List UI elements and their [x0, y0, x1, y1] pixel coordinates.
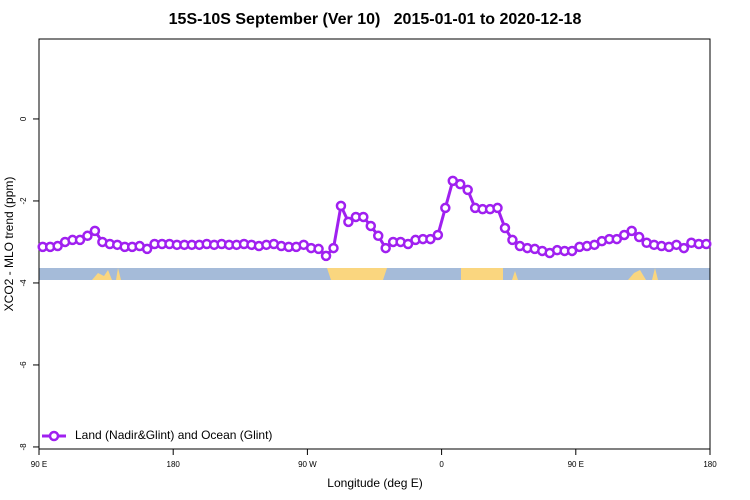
data-point — [328, 242, 339, 254]
land-ocean-band — [39, 268, 710, 280]
x-tick-label: 0 — [439, 460, 444, 469]
land-patch — [327, 268, 387, 280]
x-axis-title: Longitude (deg E) — [327, 476, 422, 490]
data-point — [380, 242, 391, 254]
y-tick-label: -8 — [19, 443, 28, 451]
data-point — [454, 178, 466, 190]
y-tick-label: -2 — [19, 197, 28, 205]
legend-label: Land (Nadir&Glint) and Ocean (Glint) — [75, 428, 272, 442]
y-tick-label: -4 — [19, 279, 28, 287]
data-point — [313, 243, 324, 255]
land-patch — [92, 268, 658, 280]
data-point — [425, 233, 436, 245]
data-point — [626, 225, 637, 237]
y-axis-title: XCO2 - MLO trend (ppm) — [2, 177, 16, 312]
data-point — [141, 243, 153, 255]
land-patch — [461, 268, 503, 280]
x-tick-label: 90 E — [568, 460, 584, 469]
data-point — [52, 240, 63, 252]
data-point — [633, 231, 645, 243]
data-point — [678, 242, 690, 254]
data-point — [335, 200, 347, 212]
x-tick-label: 180 — [167, 460, 181, 469]
data-point — [372, 230, 384, 242]
y-tick-label: -6 — [19, 361, 28, 369]
data-point — [402, 238, 414, 250]
data-point — [440, 202, 451, 214]
data-point — [462, 184, 473, 196]
data-point — [432, 229, 444, 241]
data-point — [611, 233, 623, 245]
x-tick-label: 180 — [703, 460, 717, 469]
data-point — [320, 250, 332, 262]
data-point — [619, 229, 630, 241]
legend-marker — [48, 430, 60, 442]
data-point — [499, 222, 511, 234]
data-point — [82, 230, 93, 242]
data-point — [492, 202, 503, 214]
x-tick-label: 90 E — [31, 460, 47, 469]
data-point — [74, 234, 86, 246]
data-point — [343, 216, 354, 228]
data-point — [507, 234, 518, 246]
data-point — [358, 211, 369, 223]
data-point — [566, 245, 578, 257]
data-point — [365, 220, 377, 232]
data-point — [89, 225, 101, 237]
data-point — [701, 238, 712, 250]
y-tick-label: 0 — [19, 116, 28, 121]
x-tick-label: 90 W — [298, 460, 317, 469]
chart-title: 15S-10S September (Ver 10) 2015-01-01 to… — [169, 11, 582, 28]
